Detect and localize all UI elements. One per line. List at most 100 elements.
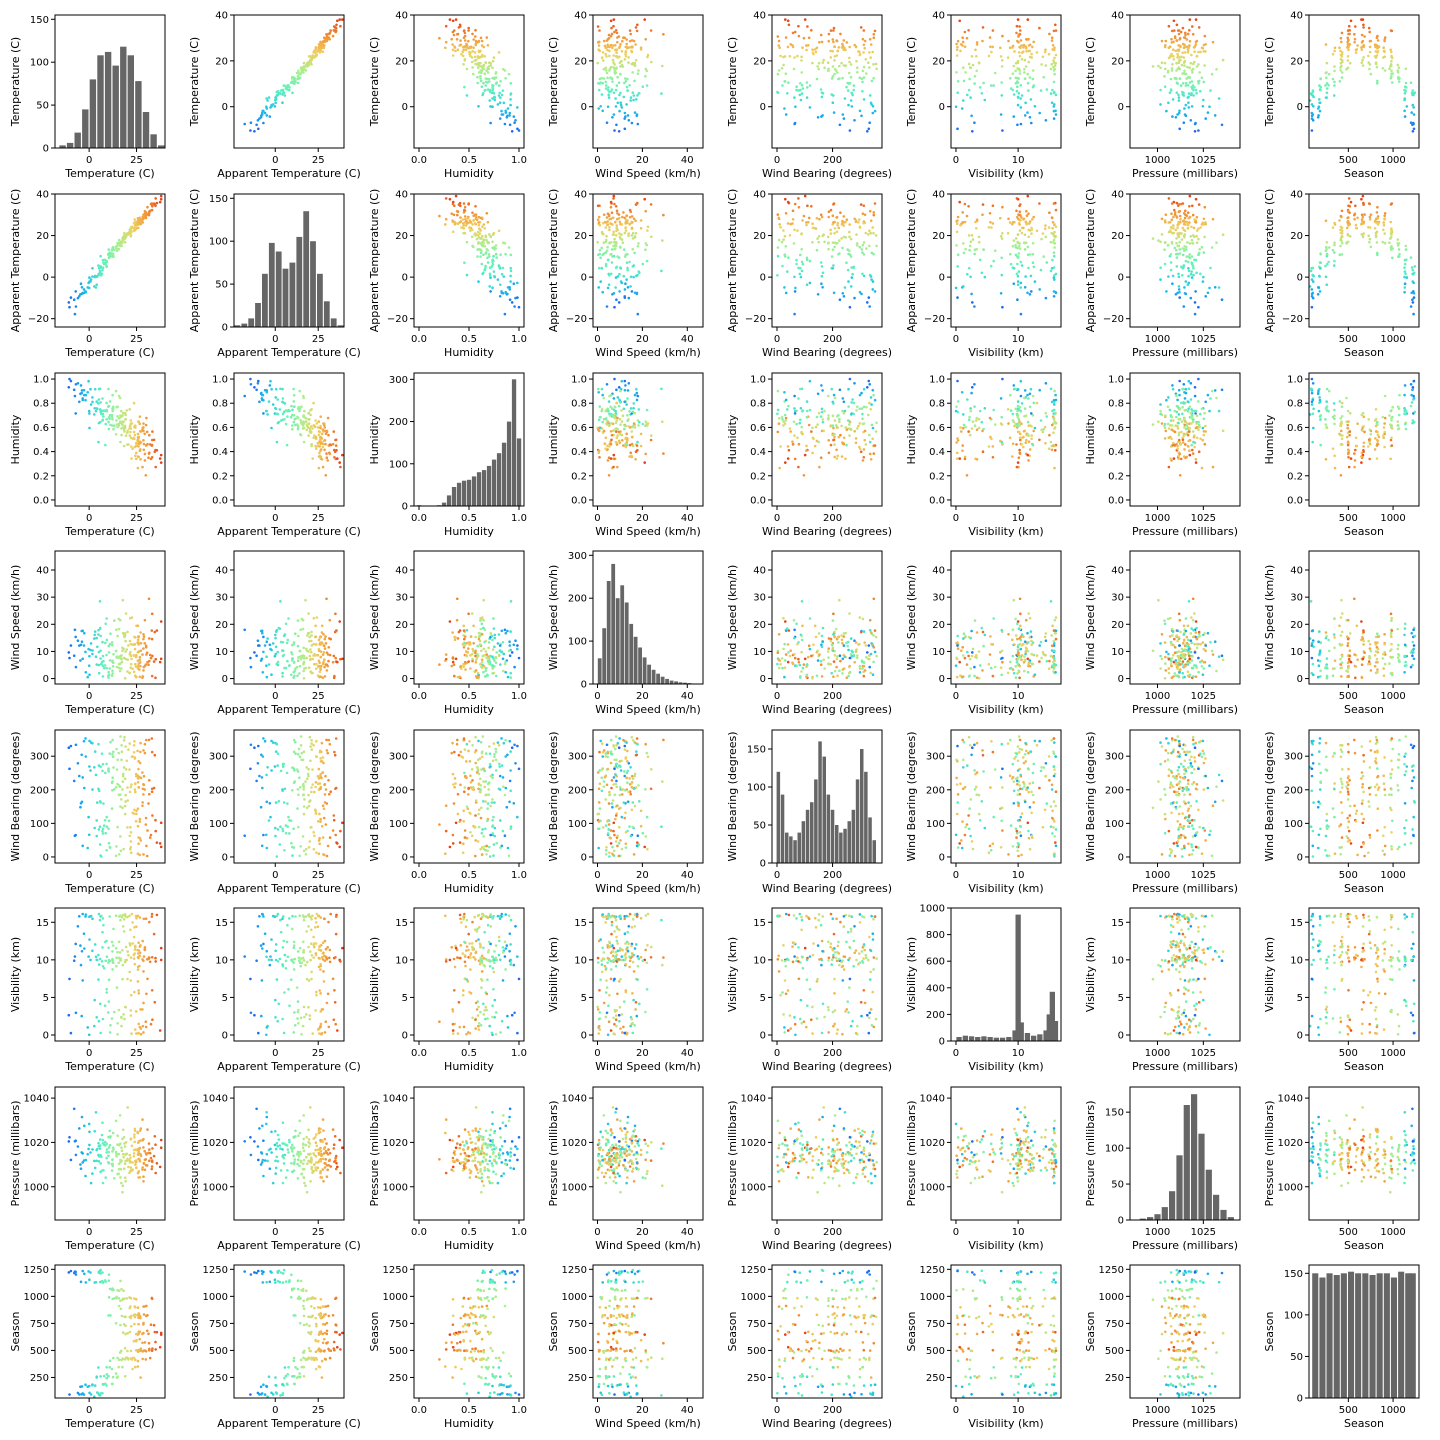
scatter-point — [635, 202, 639, 205]
scatter-point — [1376, 81, 1379, 85]
scatter-point — [1009, 393, 1012, 397]
scatter-point — [1347, 197, 1351, 200]
scatter-point — [1348, 411, 1352, 415]
scatter-point — [74, 290, 77, 293]
histogram-bar — [441, 502, 447, 506]
scatter-point — [1353, 217, 1356, 221]
scatter-point — [483, 55, 487, 58]
y-axis-label: Temperature (C) — [547, 37, 560, 127]
scatter-point — [299, 419, 303, 422]
scatter-point — [329, 29, 333, 32]
scatter-point — [1310, 278, 1314, 281]
scatter-point — [800, 431, 803, 435]
scatter-point — [1382, 223, 1386, 227]
scatter-point — [484, 88, 487, 92]
histogram-bar — [310, 241, 316, 327]
scatter-point — [821, 61, 825, 64]
scatter-point — [799, 387, 802, 391]
scatter-point — [324, 442, 327, 446]
scatter-point — [607, 96, 611, 99]
scatter-point — [1332, 264, 1336, 267]
scatter-point — [1181, 72, 1184, 75]
scatter-point — [625, 42, 628, 46]
scatter-point — [491, 59, 495, 63]
scatter-point — [1184, 45, 1187, 49]
scatter-point — [468, 52, 471, 56]
x-tick-label: 0 — [272, 334, 278, 345]
scatter-point — [956, 91, 959, 94]
scatter-point — [473, 51, 477, 54]
scatter-point — [1009, 77, 1012, 80]
scatter-point — [856, 427, 859, 430]
scatter-point — [1318, 415, 1322, 418]
scatter-point — [1382, 46, 1385, 49]
scatter-point — [1188, 242, 1192, 245]
scatter-point — [644, 452, 647, 456]
scatter-point — [859, 26, 863, 29]
scatter-point — [1172, 58, 1176, 61]
histogram-bar — [142, 112, 150, 148]
scatter-point — [840, 222, 844, 226]
scatter-point — [1360, 461, 1363, 464]
scatter-point — [858, 50, 861, 53]
scatter-point — [91, 396, 94, 399]
y-tick-label: 0.4 — [1108, 447, 1124, 458]
scatter-point — [821, 234, 825, 238]
scatter-point — [606, 223, 610, 226]
scatter-point — [1032, 215, 1035, 219]
scatter-point — [1030, 56, 1033, 59]
scatter-point — [599, 280, 602, 283]
scatter-point — [104, 422, 107, 426]
scatter-point — [468, 50, 471, 54]
scatter-point — [1200, 466, 1204, 470]
histogram-bar — [481, 470, 487, 506]
scatter-point — [1195, 54, 1199, 58]
scatter-point — [1176, 113, 1179, 116]
scatter-point — [848, 129, 852, 132]
scatter-point — [1309, 269, 1313, 273]
scatter-point — [1195, 414, 1199, 418]
scatter-point — [466, 216, 470, 220]
scatter-point — [474, 205, 477, 208]
y-tick-label: 0.0 — [1108, 495, 1124, 506]
x-tick-label: 40 — [681, 513, 694, 524]
scatter-point — [1159, 278, 1162, 281]
scatter-point — [1339, 225, 1343, 229]
scatter-point — [801, 46, 804, 49]
scatter-point — [1374, 424, 1378, 428]
scatter-point — [99, 401, 102, 404]
histogram-bar — [471, 476, 477, 506]
scatter-point — [1188, 76, 1192, 79]
scatter-point — [1031, 394, 1035, 398]
scatter-point — [1025, 209, 1028, 213]
scatter-point — [1211, 465, 1215, 469]
y-tick-label: −20 — [1103, 314, 1124, 325]
scatter-point — [1186, 65, 1189, 69]
scatter-point — [806, 204, 809, 208]
scatter-point — [959, 426, 962, 429]
scatter-point — [630, 430, 634, 433]
scatter-point — [818, 465, 821, 469]
scatter-point — [964, 247, 967, 251]
scatter-point — [265, 107, 269, 110]
scatter-point — [858, 393, 862, 397]
scatter-point — [862, 405, 866, 409]
scatter-point — [462, 45, 465, 49]
scatter-point — [838, 417, 841, 421]
scatter-point — [86, 286, 89, 289]
scatter-point — [1183, 36, 1187, 40]
scatter-point — [1376, 221, 1379, 225]
scatter-point — [872, 452, 876, 455]
scatter-point — [609, 430, 613, 433]
scatter-point — [1039, 268, 1043, 272]
scatter-point — [873, 444, 877, 447]
scatter-point — [68, 305, 71, 309]
scatter-point — [956, 45, 959, 49]
scatter-point — [797, 34, 801, 38]
scatter-point — [1204, 400, 1207, 404]
scatter-point — [1403, 384, 1407, 387]
scatter-point — [801, 262, 805, 266]
scatter-point — [1390, 69, 1393, 73]
